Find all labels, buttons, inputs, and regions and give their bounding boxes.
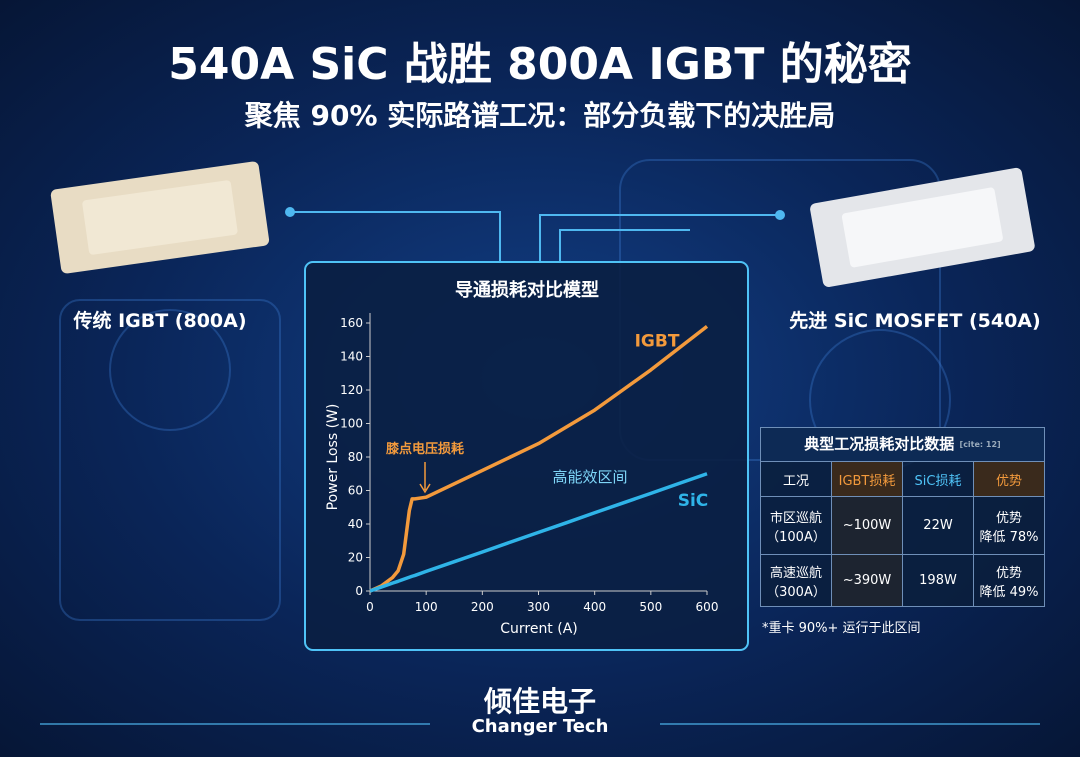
- series-line: [369, 324, 709, 593]
- annotation: 膝点电压损耗: [385, 441, 464, 457]
- igbt-module: [50, 161, 270, 274]
- y-tick-label: 40: [348, 517, 363, 531]
- footnote: *重卡 90%+ 运行于此区间: [762, 621, 921, 636]
- x-tick-label: 0: [366, 600, 374, 614]
- y-tick-label: 60: [348, 484, 363, 498]
- title: 540A SiC 战胜 800A IGBT 的秘密: [168, 39, 912, 90]
- y-tick-label: 140: [340, 350, 363, 364]
- table-title: 典型工况损耗对比数据 [cite: 12]: [761, 428, 1044, 461]
- cite: [cite: 12]: [959, 440, 1001, 449]
- table-cell: 工况: [782, 473, 809, 489]
- x-tick-label: 500: [639, 600, 662, 614]
- annotation-arrow: [419, 462, 431, 494]
- table-cell: SiC损耗: [902, 462, 973, 496]
- sic-module: [810, 167, 1035, 287]
- subtitle: 聚焦 90% 实际路谱工况：部分负载下的决胜局: [244, 99, 836, 132]
- y-axis-label: Power Loss (W): [325, 404, 341, 511]
- series-label: IGBT: [635, 331, 680, 351]
- table-cell: 198W: [902, 555, 973, 606]
- y-tick-label: 80: [348, 450, 363, 464]
- y-tick-label: 20: [348, 551, 363, 565]
- brand-english: Changer Tech: [471, 716, 609, 737]
- annotation: 高能效区间: [552, 468, 627, 486]
- x-tick-label: 300: [527, 600, 550, 614]
- y-tick-label: 100: [340, 417, 363, 431]
- table-cell: 优势 降低 78%: [973, 497, 1044, 554]
- table-row: 市区巡航 （100A） ~100W 22W 优势 降低 78%: [761, 496, 1044, 554]
- series-line: [369, 472, 708, 593]
- comparison-table: 典型工况损耗对比数据 [cite: 12] 工况 IGBT损耗 SiC损耗 优势 市区…: [760, 427, 1045, 607]
- table-cell: 优势: [973, 462, 1044, 496]
- y-tick-label: 120: [340, 383, 363, 397]
- table-cell: ~100W: [831, 497, 902, 554]
- x-tick-label: 600: [696, 600, 719, 614]
- table-cell: IGBT损耗: [831, 462, 902, 496]
- x-tick-label: 200: [471, 600, 494, 614]
- module-label: 先进 SiC MOSFET (540A): [789, 310, 1041, 332]
- table-cell: 高速巡航 （300A）: [766, 565, 826, 600]
- x-tick-label: 400: [583, 600, 606, 614]
- y-tick-label: 0: [355, 584, 363, 598]
- x-axis-label: Current (A): [500, 621, 578, 637]
- brand-name: 倾佳电子: [483, 685, 596, 718]
- module-label: 传统 IGBT (800A): [73, 310, 247, 332]
- table-cell: 优势 降低 49%: [973, 555, 1044, 606]
- table-cell: ~390W: [831, 555, 902, 606]
- chart-panel: [304, 261, 749, 651]
- table-row: 高速巡航 （300A） ~390W 198W 优势 降低 49%: [761, 554, 1044, 606]
- chart-title: 导通损耗对比模型: [455, 279, 599, 301]
- x-tick-label: 100: [415, 600, 438, 614]
- series-label: SiC: [678, 491, 709, 511]
- y-tick-label: 160: [340, 316, 363, 330]
- table-title-text: 典型工况损耗对比数据: [804, 435, 955, 453]
- table-cell: 市区巡航 （100A）: [766, 510, 826, 545]
- table-cell: 22W: [902, 497, 973, 554]
